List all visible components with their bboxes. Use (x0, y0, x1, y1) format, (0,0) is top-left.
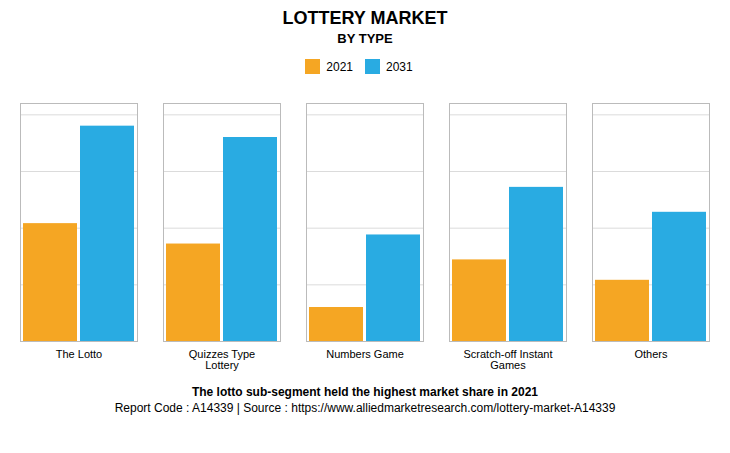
html-text:2021: 2021 (326, 59, 353, 74)
svg-text:Scratch-off InstantGames: Scratch-off InstantGames (463, 348, 552, 371)
html-text:The lotto sub-segment held the: The lotto sub-segment held the highest m… (192, 385, 538, 399)
html-text:LOTTERY MARKET: LOTTERY MARKET (282, 8, 448, 28)
html-text:BY TYPE: BY TYPE (337, 31, 393, 46)
svg-text:Quizzes TypeLottery: Quizzes TypeLottery (189, 348, 255, 371)
html-text:Report Code : A14339 | Source: Report Code : A14339 | Source : https://… (114, 401, 616, 415)
html-text:2031: 2031 (386, 59, 413, 74)
svg-text:Numbers Game: Numbers Game (326, 348, 404, 360)
svg-text:The Lotto: The Lotto (56, 348, 102, 360)
svg-text:Others: Others (634, 348, 668, 360)
